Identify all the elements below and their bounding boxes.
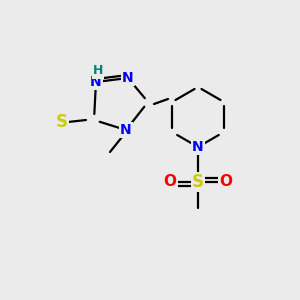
Text: O: O [220, 175, 232, 190]
Text: N: N [122, 71, 134, 85]
Text: N: N [192, 140, 204, 154]
Text: N: N [90, 75, 102, 89]
Text: H: H [93, 64, 103, 77]
Text: S: S [56, 113, 68, 131]
Text: O: O [164, 175, 176, 190]
Text: N: N [120, 123, 132, 137]
Text: S: S [192, 173, 204, 191]
